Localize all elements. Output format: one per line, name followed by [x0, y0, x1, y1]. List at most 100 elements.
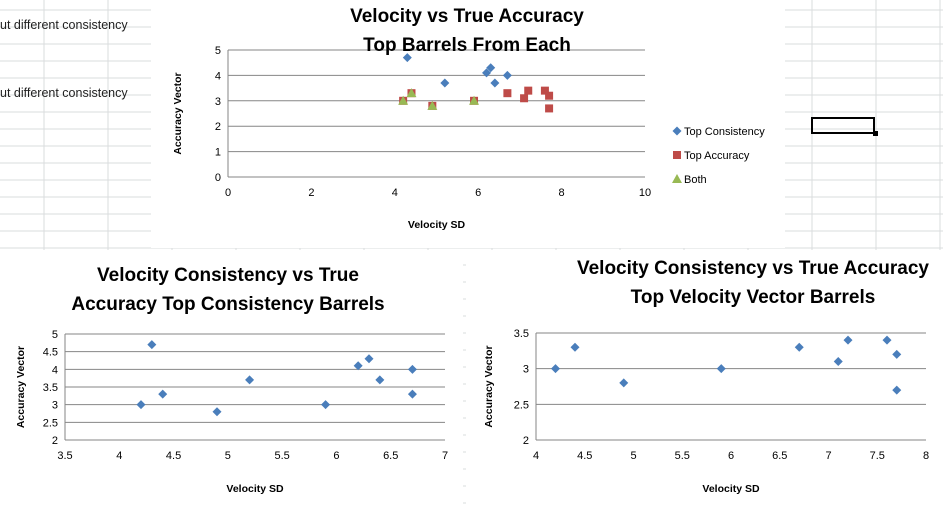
chart-top-consistency[interactable]: 2 2.5 3 3.5 4 4.5 5 3.5 4 4.5 5 5.5 6 6.5 7 Velocity SD…	[0, 250, 463, 511]
y-axis-label: Accuracy Vector	[15, 346, 27, 428]
data-point-diamond	[882, 335, 892, 345]
x-axis-label: Velocity SD	[702, 483, 760, 495]
data-point-diamond	[245, 375, 255, 385]
y-tick-label: 4	[215, 70, 221, 82]
x-tick-label: 4	[392, 187, 398, 199]
chart-top-barrels-svg: 0 1 2 3 4 5 0 2 4 6 8 10 Velocity SD Accuracy Vector V…	[172, 6, 765, 231]
x-tick-label: 7	[825, 450, 831, 462]
legend-entry-label: Both	[684, 174, 707, 186]
y-tick-label: 2.5	[514, 399, 529, 411]
x-tick-label: 4.5	[577, 450, 592, 462]
y-axis-label: Accuracy Vector	[483, 345, 495, 427]
y-tick-label: 0	[215, 172, 221, 184]
y-tick-label: 1	[215, 147, 221, 159]
x-tick-label: 4	[116, 450, 122, 462]
x-tick-label: 8	[559, 187, 565, 199]
y-tick-label: 3.5	[514, 328, 529, 340]
y-tick-label: 2	[523, 435, 529, 447]
y-tick-label: 2	[215, 121, 221, 133]
data-point-diamond	[490, 78, 500, 88]
sheet-cell-text[interactable]: ut different consistency	[0, 18, 128, 32]
x-tick-label: 7	[442, 450, 448, 462]
chart-title-line: Accuracy Top Consistency Barrels	[71, 294, 384, 315]
y-tick-label: 2	[52, 435, 58, 447]
x-tick-label: 8	[923, 450, 929, 462]
y-tick-label: 4	[52, 364, 58, 376]
y-tick-label: 3	[523, 364, 529, 376]
x-tick-label: 5	[225, 450, 231, 462]
y-tick-label: 5	[52, 329, 58, 341]
data-point-diamond	[440, 78, 450, 88]
y-tick-label: 3	[52, 400, 58, 412]
x-tick-label: 0	[225, 187, 231, 199]
data-point-diamond	[486, 63, 496, 73]
x-tick-label: 2	[308, 187, 314, 199]
data-point-diamond	[353, 361, 363, 371]
data-point-diamond	[570, 342, 580, 352]
chart-top-barrels[interactable]: 0 1 2 3 4 5 0 2 4 6 8 10 Velocity SD Accuracy Vector V…	[151, 0, 785, 248]
data-point-square	[545, 104, 554, 113]
x-axis-label: Velocity SD	[408, 219, 466, 231]
y-tick-label: 5	[215, 45, 221, 57]
data-point-diamond	[407, 364, 417, 374]
selected-cell[interactable]	[811, 117, 875, 134]
data-point-diamond	[136, 400, 146, 410]
x-tick-label: 6.5	[383, 450, 398, 462]
data-point-diamond	[321, 400, 331, 410]
x-tick-label: 6	[475, 187, 481, 199]
chart-top-velocity-vector-svg: 2 2.5 3 3.5 4 4.5 5 5.5 6 6.5 7 7.5 8 Velocity SD Accu…	[483, 258, 929, 495]
data-point-diamond	[375, 375, 385, 385]
data-point-diamond	[407, 389, 417, 399]
data-point-square	[503, 89, 512, 98]
data-point-diamond	[619, 378, 629, 388]
data-point-square	[524, 86, 533, 95]
x-tick-label: 3.5	[57, 450, 72, 462]
data-point-square	[673, 151, 681, 159]
data-point-diamond	[158, 389, 168, 399]
data-point-square	[545, 91, 554, 100]
y-tick-label: 3	[215, 96, 221, 108]
sheet-cell-text[interactable]: ut different consistency	[0, 86, 128, 100]
y-tick-label: 2.5	[43, 417, 58, 429]
x-tick-label: 5.5	[675, 450, 690, 462]
chart-title-line: Velocity Consistency vs True Accuracy	[577, 258, 929, 279]
chart-top-consistency-svg: 2 2.5 3 3.5 4 4.5 5 3.5 4 4.5 5 5.5 6 6.5 7 Velocity SD…	[15, 265, 448, 495]
data-point-diamond	[843, 335, 853, 345]
chart-title-line: Velocity vs True Accuracy	[350, 6, 584, 27]
data-point-square	[540, 86, 549, 95]
data-point-diamond	[551, 364, 560, 374]
chart-title-line: Velocity Consistency vs True	[97, 265, 359, 286]
x-tick-label: 5.5	[274, 450, 289, 462]
data-point-diamond	[147, 340, 157, 350]
data-point-triangle	[398, 95, 409, 105]
x-tick-label: 10	[639, 187, 651, 199]
chart-title-line: Top Barrels From Each	[363, 35, 571, 56]
data-point-diamond	[482, 68, 492, 78]
legend-entry-label: Top Consistency	[684, 126, 765, 138]
data-point-diamond	[402, 53, 412, 63]
data-point-triangle	[406, 88, 417, 98]
data-point-square	[520, 94, 529, 103]
x-tick-label: 7.5	[870, 450, 885, 462]
y-axis-label: Accuracy Vector	[172, 72, 184, 154]
x-tick-label: 4	[533, 450, 539, 462]
chart-top-velocity-vector[interactable]: 2 2.5 3 3.5 4 4.5 5 5.5 6 6.5 7 7.5 8 Velocity SD Accu…	[466, 250, 943, 511]
x-tick-label: 6	[333, 450, 339, 462]
fill-handle[interactable]	[873, 131, 878, 136]
data-point-diamond	[892, 385, 902, 395]
x-tick-label: 6	[728, 450, 734, 462]
x-tick-label: 5	[630, 450, 636, 462]
data-point-triangle	[469, 95, 480, 105]
chart-title-line: Top Velocity Vector Barrels	[631, 287, 876, 308]
x-tick-label: 4.5	[166, 450, 181, 462]
data-point-triangle	[672, 174, 682, 183]
data-point-diamond	[716, 364, 726, 374]
data-point-diamond	[364, 354, 374, 364]
data-point-diamond	[672, 126, 682, 136]
x-axis-label: Velocity SD	[226, 483, 284, 495]
data-point-diamond	[892, 349, 902, 359]
legend-entry-label: Top Accuracy	[684, 150, 750, 162]
y-tick-label: 4.5	[43, 347, 58, 359]
data-point-diamond	[833, 357, 843, 367]
data-point-diamond	[794, 342, 804, 352]
